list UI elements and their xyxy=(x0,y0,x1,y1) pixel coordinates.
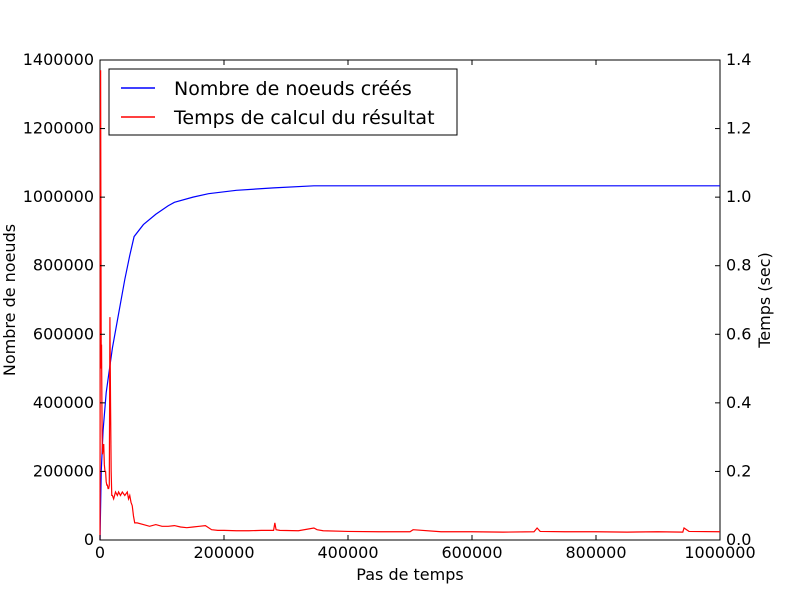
y-right-tick-label: 1.0 xyxy=(726,187,751,206)
ticks-layer: 0 200000 400000 600000 800000 1000000 0 200000 4… xyxy=(23,50,756,562)
y-left-tick-label: 0 xyxy=(84,530,94,549)
x-tick-label: 1000000 xyxy=(684,543,755,562)
y-right-tick-label: 0.6 xyxy=(726,324,751,343)
x-tick-label: 400000 xyxy=(317,543,378,562)
y-left-axis-title: Nombre de noeuds xyxy=(0,224,19,376)
y-left-tick-label: 1200000 xyxy=(23,119,94,138)
legend-label-time: Temps de calcul du résultat xyxy=(173,107,435,129)
y-right-tick-label: 1.2 xyxy=(726,119,751,138)
legend-box xyxy=(108,68,458,136)
legend-label-nodes: Nombre de noeuds créés xyxy=(174,78,412,100)
x-tick-label: 0 xyxy=(95,543,105,562)
series-line-nodes xyxy=(99,185,720,541)
x-tick-label: 200000 xyxy=(193,543,254,562)
y-left-tick-label: 800000 xyxy=(33,256,94,275)
y-right-tick-label: 0.2 xyxy=(726,461,751,480)
y-right-tick-label: 0.8 xyxy=(726,256,751,275)
series-layer xyxy=(99,70,721,541)
y-left-tick-label: 600000 xyxy=(33,324,94,343)
legend: Nombre de noeuds créés Temps de calcul d… xyxy=(108,68,458,136)
x-tick-label: 600000 xyxy=(441,543,502,562)
y-right-tick-label: 0.4 xyxy=(726,393,751,412)
y-right-tick-label: 1.4 xyxy=(726,50,751,69)
y-left-tick-label: 1400000 xyxy=(23,50,94,69)
y-right-axis-title: Temps (sec) xyxy=(755,252,774,349)
x-tick-label: 800000 xyxy=(565,543,626,562)
y-left-tick-label: 1000000 xyxy=(23,187,94,206)
y-left-tick-label: 400000 xyxy=(33,393,94,412)
y-left-tick-label: 200000 xyxy=(33,461,94,480)
series-line-time xyxy=(99,70,721,541)
x-axis-title: Pas de temps xyxy=(356,565,463,584)
y-right-tick-label: 0.0 xyxy=(726,530,751,549)
